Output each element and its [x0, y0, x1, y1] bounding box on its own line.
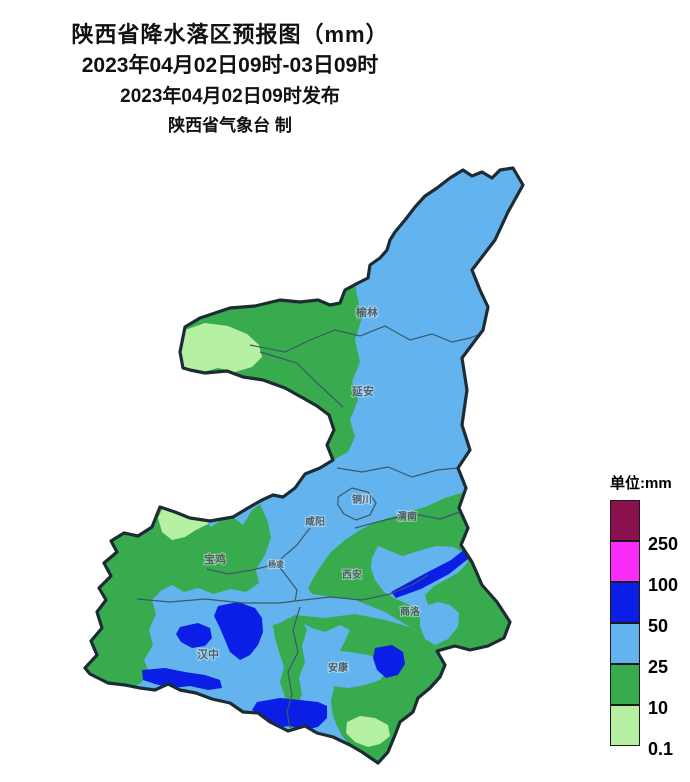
city-label-铜川: 铜川 [352, 493, 372, 506]
city-label-渭南: 渭南 [397, 510, 417, 523]
rain-region-10-25-west-strip [273, 617, 309, 734]
legend: 单位:mm 250 100 50 25 10 0.1 [610, 472, 690, 758]
rain-region-0-10-southeast [346, 716, 390, 747]
rain-region-10-25-baoji-west [85, 504, 271, 688]
legend-threshold-label: 0.1 [648, 739, 674, 759]
city-label-西安: 西安 [342, 568, 362, 581]
legend-threshold-label: 50 [648, 616, 669, 636]
legend-threshold-label: 25 [648, 657, 669, 677]
legend-swatch [610, 664, 640, 706]
legend-row: 250 [610, 500, 678, 553]
legend-row: 100 [610, 541, 678, 594]
legend-row: 0.1 [610, 705, 673, 758]
legend-scale: 250 100 50 25 10 0.1 [610, 500, 690, 758]
city-label-杨凌: 杨凌 [268, 559, 285, 569]
legend-swatch [610, 541, 640, 583]
legend-swatch [610, 500, 640, 542]
legend-swatch [610, 623, 640, 665]
issue-time: 2023年04月02日09时发布 [120, 86, 340, 107]
rain-region-50-100-hanzhong-west [176, 623, 212, 648]
city-labels-layer: 榆林延安铜川咸阳 渭南宝鸡杨凌西安商洛汉中安康 [196, 304, 422, 675]
province-border [83, 166, 525, 765]
title-block: 陕西省降水落区预报图（mm） 2023年04月02日09时-03日09时 202… [25, 20, 435, 140]
city-label-宝鸡: 宝鸡 [204, 552, 226, 566]
legend-swatch [610, 582, 640, 624]
legend-title: 单位:mm [610, 475, 672, 492]
city-label-商洛: 商洛 [400, 605, 421, 618]
issuing-agency: 陕西省气象台 制 [168, 116, 292, 135]
rain-region-50-100-ankang-northeast [373, 645, 405, 678]
legend-threshold-label: 100 [648, 575, 679, 595]
rain-region-50-100-hanzhong-main [214, 602, 263, 660]
city-label-咸阳: 咸阳 [305, 515, 325, 528]
city-label-安康: 安康 [328, 661, 349, 674]
rain-region-0-10-northwest [180, 323, 262, 372]
city-label-榆林: 榆林 [356, 305, 378, 319]
rain-region-25-50-ankang-pocket [310, 650, 388, 688]
map-title: 陕西省降水落区预报图（mm） [71, 22, 389, 47]
legend-swatch [610, 705, 640, 747]
city-label-延安: 延安 [351, 384, 374, 398]
legend-row: 25 [610, 623, 668, 676]
prefecture-boundaries [136, 325, 484, 729]
forecast-period: 2023年04月02日09时-03日09时 [81, 54, 379, 77]
rain-regions [85, 200, 510, 763]
legend-row: 10 [610, 664, 668, 717]
legend-threshold-label: 250 [648, 534, 679, 554]
legend-threshold-label: 10 [648, 698, 669, 718]
city-label-汉中: 汉中 [197, 647, 219, 661]
legend-row: 50 [610, 582, 668, 635]
rain-region-50-100-hanzhong-south [142, 668, 222, 690]
